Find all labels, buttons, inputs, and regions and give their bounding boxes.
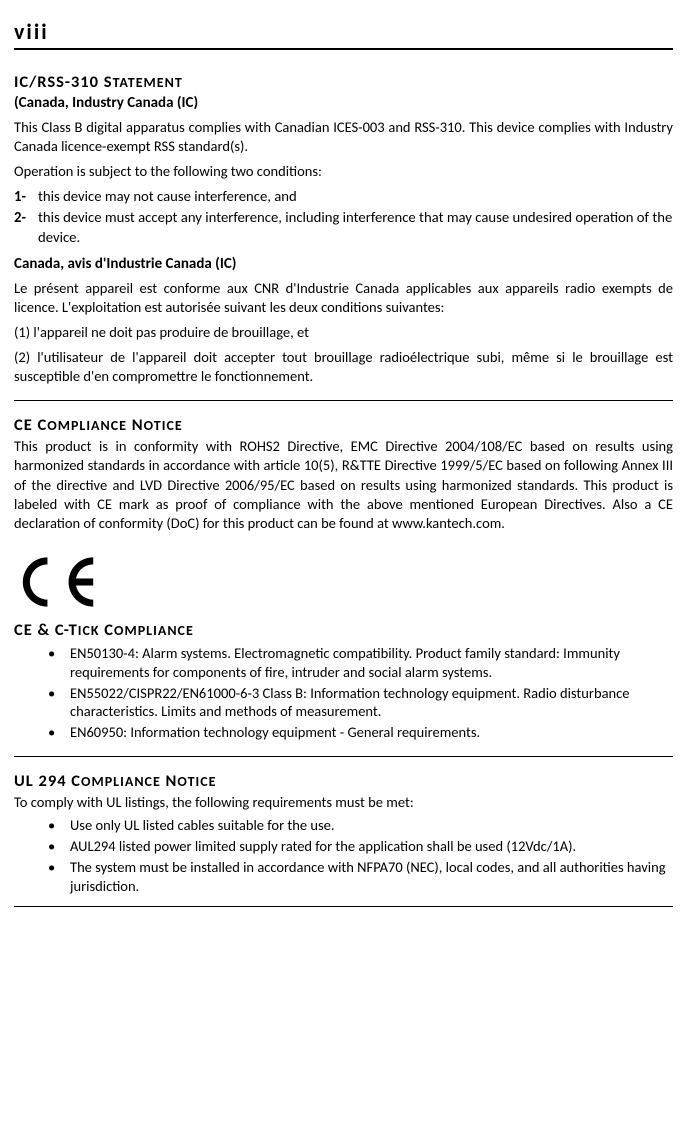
ctick-title-a: CE & C-T	[14, 620, 78, 640]
ctick-b3: EN60950: Information technology equipmen…	[14, 723, 673, 742]
ce-title-d: OTICE	[144, 417, 183, 434]
icrss-p4: (1) l'appareil ne doit pas produire de b…	[14, 323, 673, 342]
icrss-p2: Operation is subject to the following tw…	[14, 162, 673, 181]
icrss-cond1-text: this device may not cause interference, …	[38, 187, 297, 205]
ctick-list: EN50130-4: Alarm systems. Electromagneti…	[14, 644, 673, 742]
ctick-title-b: ICK	[78, 622, 100, 639]
ctick-title-c: C	[104, 620, 114, 640]
icrss-p1: This Class B digital apparatus complies …	[14, 118, 673, 156]
page-number: viii	[14, 18, 673, 50]
ul-b1: Use only UL listed cables suitable for t…	[14, 816, 673, 835]
ul-title-c: N	[166, 771, 178, 791]
ctick-title: CE & C-TICK COMPLIANCE	[14, 620, 673, 640]
ul-b2: AUL294 listed power limited supply rated…	[14, 837, 673, 856]
ul-title-a: UL 294 C	[14, 771, 81, 791]
icrss-p3: Le présent appareil est conforme aux CNR…	[14, 279, 673, 317]
separator-2	[14, 756, 673, 757]
icrss-cond1: 1- this device may not cause interferenc…	[38, 187, 673, 206]
ul-title-b: OMPLIANCE	[81, 773, 161, 790]
icrss-conditions-list: 1- this device may not cause interferenc…	[14, 187, 673, 246]
ce-title: CE COMPLIANCE NOTICE	[14, 415, 673, 435]
ctick-title-d: OMPLIANCE	[114, 622, 194, 639]
ul-b3: The system must be installed in accordan…	[14, 858, 673, 896]
ce-title-a: CE C	[14, 415, 47, 435]
ul-title: UL 294 COMPLIANCE NOTICE	[14, 771, 673, 791]
ul-intro: To comply with UL listings, the followin…	[14, 793, 673, 812]
icrss-title-b: TATEMENT	[113, 74, 183, 91]
icrss-sub-en: (Canada, Industry Canada (IC)	[14, 94, 673, 112]
ul-title-d: OTICE	[177, 773, 216, 790]
separator-3	[14, 906, 673, 907]
icrss-p5: (2) l'utilisateur de l'appareil doit acc…	[14, 348, 673, 386]
separator	[14, 400, 673, 401]
ctick-b1: EN50130-4: Alarm systems. Electromagneti…	[14, 644, 673, 682]
icrss-cond2-text: this device must accept any interference…	[38, 208, 672, 245]
ul-list: Use only UL listed cables suitable for t…	[14, 816, 673, 895]
icrss-sub-fr: Canada, avis d'Industrie Canada (IC)	[14, 255, 673, 273]
ctick-b2: EN55022/CISPR22/EN61000-6-3 Class B: Inf…	[14, 684, 673, 722]
ce-title-b: OMPLIANCE	[47, 417, 127, 434]
icrss-title: IC/RSS-310 STATEMENT	[14, 72, 673, 92]
icrss-cond2: 2- this device must accept any interfere…	[38, 208, 673, 246]
ce-body: This product is in conformity with ROHS2…	[14, 437, 673, 533]
ce-mark-icon	[14, 551, 673, 618]
ce-title-c: N	[132, 415, 144, 435]
icrss-title-a: IC/RSS-310 S	[14, 72, 113, 92]
